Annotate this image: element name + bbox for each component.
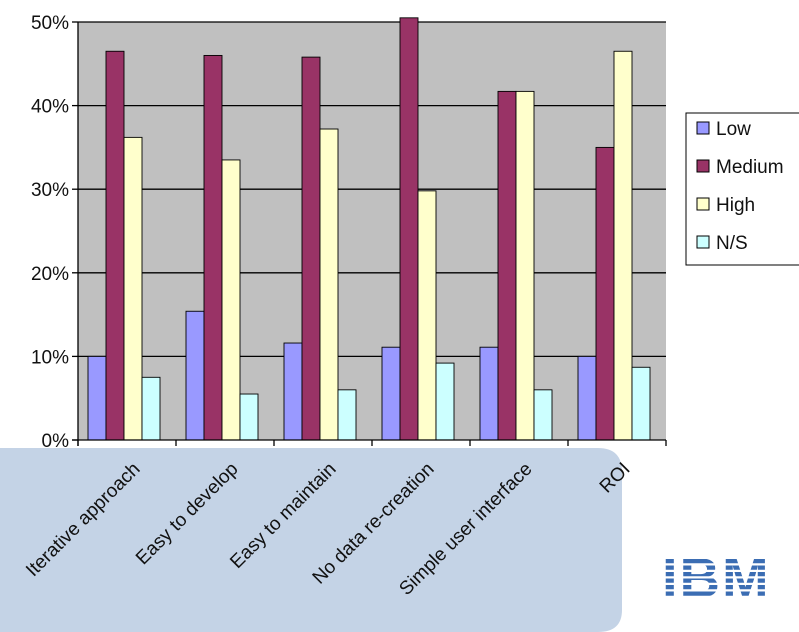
legend: Low Medium High N/S (685, 112, 799, 266)
y-tick-label: 20% (31, 264, 69, 285)
bar-n-s-2 (337, 389, 357, 441)
y-tick-label: 10% (31, 347, 69, 368)
legend-label: High (716, 195, 755, 216)
bar-low-0 (87, 355, 107, 441)
bar-low-4 (479, 346, 499, 441)
bar-medium-3 (399, 17, 419, 441)
bar-medium-1 (203, 54, 223, 441)
bar-n-s-0 (141, 376, 161, 441)
bar-high-5 (613, 50, 633, 441)
legend-swatch (696, 197, 710, 211)
bar-medium-0 (105, 50, 125, 441)
bar-low-1 (185, 310, 205, 441)
bar-medium-2 (301, 56, 321, 441)
bar-low-5 (577, 355, 597, 441)
y-tick-label: 0% (42, 431, 70, 452)
legend-label: Medium (716, 157, 784, 178)
bar-low-2 (283, 342, 303, 441)
gridlines (72, 21, 666, 441)
bar-high-0 (123, 136, 143, 441)
bar-high-4 (515, 90, 535, 441)
legend-swatch (696, 159, 710, 173)
axes (72, 22, 667, 446)
bar-high-3 (417, 190, 437, 441)
ibm-logo-text: IBM (662, 546, 771, 609)
bar-n-s-4 (533, 389, 553, 441)
bar-n-s-1 (239, 393, 259, 441)
bar-high-2 (319, 128, 339, 441)
bar-n-s-3 (435, 362, 455, 441)
category-panel (0, 448, 622, 632)
y-tick-label: 50% (31, 13, 69, 34)
bars (87, 17, 651, 441)
y-tick-label: 30% (31, 180, 69, 201)
legend-swatch (696, 235, 710, 249)
bar-medium-5 (595, 146, 615, 441)
legend-swatch (696, 121, 710, 135)
ibm-logo: IBM (662, 546, 771, 609)
bar-high-1 (221, 159, 241, 441)
bar-low-3 (381, 346, 401, 441)
plot-area (78, 22, 666, 440)
y-tick-labels: 0% 10% 20% 30% 40% 50% (31, 13, 69, 452)
legend-label: Low (716, 119, 751, 140)
y-tick-label: 40% (31, 97, 69, 118)
bar-medium-4 (497, 90, 517, 441)
bar-n-s-5 (631, 366, 651, 441)
legend-label: N/S (716, 233, 748, 254)
